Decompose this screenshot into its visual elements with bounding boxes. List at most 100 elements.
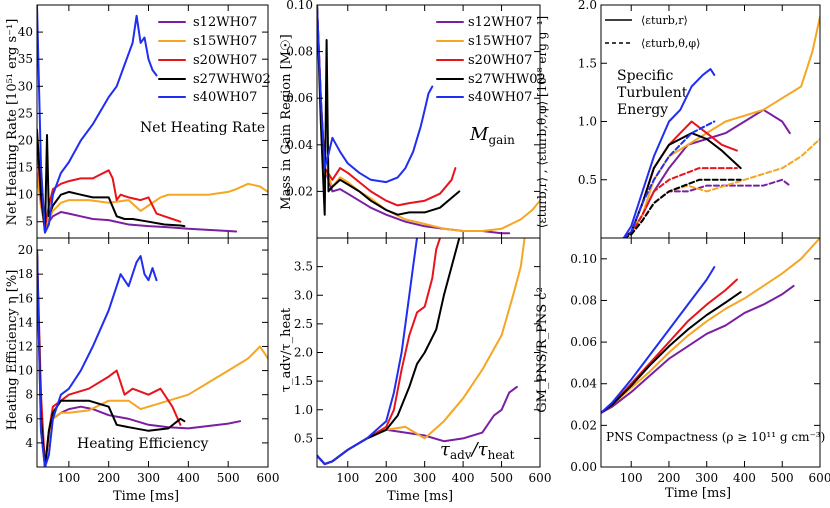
legend-label-turb-r: ⟨εturb,r⟩ [641,14,688,27]
series-group-tadv-theat [317,238,526,466]
legend-mass-gain: s12WH07 s15WH07 s20WH07 s27WHW02 s40WH07 [436,15,546,105]
ytick-label-net-heating-25: 25 [18,106,33,120]
series-mass-gain-s40WH07 [317,5,434,184]
xtick-label-heating-efficiency-600: 600 [257,471,280,485]
ylabel-pns-compactness: GM_PNS/R_PNS c² [535,287,550,413]
legend-label-s15WH07-mid: s15WH07 [468,34,532,49]
ytick-label-pns-compactness-0.06: 0.06 [570,335,597,349]
xtick-label-heating-efficiency-200: 200 [97,471,120,485]
ytick-label-tadv-theat-3.5: 3.5 [294,260,313,274]
ytick-label-mass-gain-0.04: 0.04 [286,138,313,152]
xtick-label-pns-compactness-400: 400 [733,471,756,485]
ytick-label-heating-efficiency-12: 12 [18,339,33,353]
series-pns-compactness-s15WH07 [601,238,820,414]
xlabel-right: Time [ms] [665,486,731,501]
xtick-label-pns-compactness-600: 600 [809,471,830,485]
series-turb-energy-s40WH07-r [622,68,716,238]
ytick-label-tadv-theat-1: 1.0 [294,403,313,417]
series-net-heating-s40WH07 [37,5,158,234]
ytick-label-tadv-theat-2: 2.0 [294,346,313,360]
ytick-label-turb-energy-1: 1.0 [578,115,597,129]
panel-tadv-theat: 100 200 300 400 500 600 0.5 1.0 1.5 2.0 2.5 3.0 3.5 [294,237,552,485]
xtick-label-tadv-theat-100: 100 [336,471,359,485]
series-tadv-theat-s15WH07 [317,238,526,466]
legend-label-s27WHW02: s27WHW02 [193,72,271,87]
series-heating-efficiency-s15WH07 [37,249,268,467]
title-net-heating: Net Heating Rate [140,120,265,136]
legend-label-s12WH07: s12WH07 [193,15,257,30]
ytick-label-net-heating-15: 15 [18,161,33,175]
xtick-label-tadv-theat-400: 400 [452,471,475,485]
ytick-label-heating-efficiency-14: 14 [18,315,34,329]
panel-net-heating: 5 10 15 20 25 30 35 40 [18,4,269,239]
series-pns-compactness-s12WH07 [601,284,795,414]
legend-label-s40WH07-mid: s40WH07 [468,90,532,105]
ytick-label-pns-compactness-0.02: 0.02 [570,418,597,432]
series-mass-gain-s20WH07 [317,5,457,207]
xtick-label-pns-compactness-200: 200 [658,471,681,485]
ytick-label-turb-energy-1.5: 1.5 [578,56,597,70]
legend-label-s40WH07: s40WH07 [193,90,257,105]
series-tadv-theat-s40WH07 [317,238,418,466]
series-group-heating-efficiency [37,249,268,467]
ytick-label-pns-compactness-0.1: 0.10 [570,252,597,266]
axes-frame-turb-energy [600,4,821,239]
ytick-label-net-heating-5: 5 [25,215,33,229]
ytick-label-mass-gain-0.08: 0.08 [286,45,313,59]
xtick-label-tadv-theat-600: 600 [529,471,552,485]
series-heating-efficiency-s27WHW02 [37,249,186,467]
series-turb-energy-s20WH07- [622,167,738,238]
ytick-label-heating-efficiency-16: 16 [18,291,33,305]
title-pns-compactness: PNS Compactness (ρ ≥ 10¹¹ g cm⁻³) [606,430,825,444]
panel-mass-gain: 0.02 0.04 0.06 0.08 0.10 [286,0,541,239]
title-turb-energy-2: Turbulent [617,85,688,101]
ytick-label-heating-efficiency-18: 18 [18,267,33,281]
series-group-turb-energy [622,15,820,238]
series-heating-efficiency-s12WH07 [37,249,242,467]
xtick-label-pns-compactness-500: 500 [771,471,794,485]
ylabel-net-heating: Net Heating Rate [10⁵¹ erg s⁻¹] [5,19,20,226]
axes-frame-heating-efficiency [36,237,269,468]
ytick-label-net-heating-40: 40 [18,25,33,39]
ytick-label-pns-compactness-0: 0.00 [570,460,597,474]
panel-turb-energy: 0.5 1.0 1.5 2.0 [578,0,821,239]
title-mass-gain: Mgain [469,124,515,147]
ylabel-tadv-theat: τ_adv/τ_heat [279,307,294,392]
legend-label-s15WH07: s15WH07 [193,34,257,49]
ylabel-turb-energy: ⟨εturb,r⟩ , ⟨εturb,θ,φ⟩ [10¹⁸ erg g⁻¹] [535,16,549,228]
xtick-label-heating-efficiency-100: 100 [57,471,80,485]
series-mass-gain-s27WHW02 [317,5,461,216]
ytick-label-tadv-theat-2.5: 2.5 [294,317,313,331]
legend-label-s20WH07: s20WH07 [193,53,257,68]
ytick-label-net-heating-30: 30 [18,79,33,93]
series-turb-energy-s27WHW02- [622,178,742,238]
ytick-label-tadv-theat-0.5: 0.5 [294,431,313,445]
ylabel-heating-efficiency: Heating Efficiency η [%] [5,270,20,431]
ytick-label-mass-gain-0.1: 0.10 [286,0,313,12]
xtick-label-heating-efficiency-300: 300 [137,471,160,485]
ytick-label-net-heating-10: 10 [18,188,33,202]
ytick-label-pns-compactness-0.04: 0.04 [570,377,597,391]
xlabel-left: Time [ms] [113,489,179,504]
xtick-label-pns-compactness-300: 300 [695,471,718,485]
legend-turb-energy: ⟨εturb,r⟩ ⟨εturb,θ,φ⟩ [605,14,700,50]
ytick-label-tadv-theat-3: 3.0 [294,288,313,302]
ytick-label-heating-efficiency-8: 8 [25,388,33,402]
ylabel-mass-gain: Mass in Gain Region [M☉] [279,34,294,209]
axes-frame-tadv-theat [316,237,541,468]
series-net-heating-s27WHW02 [37,128,186,234]
xtick-label-heating-efficiency-500: 500 [217,471,240,485]
legend-label-s12WH07-mid: s12WH07 [468,15,532,30]
panel-heating-efficiency: 100 200 300 400 500 600 4 6 8 10 12 14 16 18 20 [18,237,280,485]
ytick-label-heating-efficiency-4: 4 [25,436,33,450]
title-heating-efficiency: Heating Efficiency [77,436,208,452]
ytick-label-heating-efficiency-10: 10 [18,364,33,378]
ytick-label-mass-gain-0.06: 0.06 [286,91,313,105]
xtick-label-tadv-theat-300: 300 [413,471,436,485]
ytick-label-net-heating-20: 20 [18,133,33,147]
title-turb-energy-3: Energy [617,102,668,118]
legend-label-s27WHW02-mid: s27WHW02 [468,72,546,87]
ytick-label-mass-gain-0.02: 0.02 [286,184,313,198]
series-group-mass-gain [317,5,540,235]
